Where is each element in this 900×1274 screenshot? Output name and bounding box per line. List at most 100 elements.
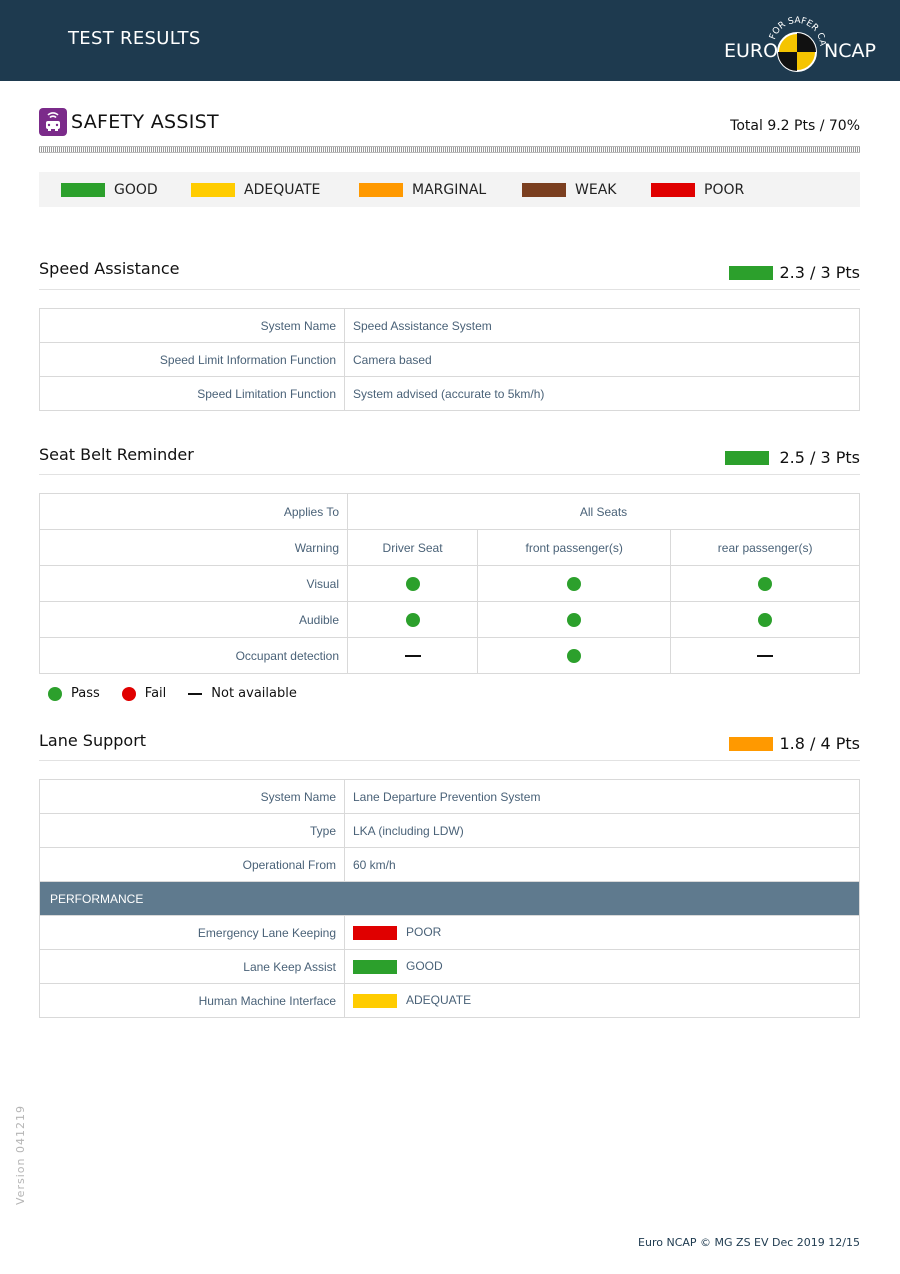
dash-icon xyxy=(188,692,203,695)
lane-support-table: System Name Lane Departure Prevention Sys… xyxy=(39,779,860,1018)
rating-cell: ADEQUATE xyxy=(344,983,860,1018)
row-label: Lane Keep Assist xyxy=(39,949,345,984)
row-value: 60 km/h xyxy=(344,847,860,882)
version-label: Version 041219 xyxy=(14,1105,27,1205)
performance-header-row: PERFORMANCE xyxy=(39,881,860,916)
logo-emblem: FOR SAFER CARS xyxy=(768,8,826,72)
row-value: Camera based xyxy=(344,342,860,377)
row-label: Operational From xyxy=(39,847,345,882)
fail-dot-icon xyxy=(121,686,136,701)
table-row: Human Machine Interface ADEQUATE xyxy=(39,983,860,1018)
rating-legend: GOOD ADEQUATE MARGINAL WEAK POOR xyxy=(39,172,860,207)
row-label: System Name xyxy=(39,779,345,814)
table-row: Occupant detection xyxy=(39,637,860,674)
rating-swatch xyxy=(353,993,397,1008)
rating-text: POOR xyxy=(406,925,442,940)
speed-assistance-score: 2.3 / 3 Pts xyxy=(729,263,860,282)
pass-dot-icon xyxy=(758,612,773,627)
row-value: System advised (accurate to 5km/h) xyxy=(344,376,860,411)
section-title: SAFETY ASSIST xyxy=(71,111,219,133)
pass-dot-icon xyxy=(405,576,420,591)
row-value: Speed Assistance System xyxy=(344,308,860,343)
rating-cell: POOR xyxy=(344,915,860,950)
status-cell xyxy=(670,601,860,638)
table-row: Type LKA (including LDW) xyxy=(39,813,860,848)
car-sensor-icon xyxy=(39,108,67,136)
row-value: LKA (including LDW) xyxy=(344,813,860,848)
lane-support-title: Lane Support xyxy=(39,731,147,750)
legend-pass: Pass xyxy=(48,686,100,701)
header-bar: TEST RESULTS FOR SAFER CARS EURO NCAP xyxy=(0,0,900,81)
status-cell xyxy=(670,565,860,602)
status-cell xyxy=(477,601,672,638)
row-label: System Name xyxy=(39,308,345,343)
pass-dot-icon xyxy=(567,576,582,591)
column-header: Driver Seat xyxy=(346,529,479,566)
speed-assistance-title: Speed Assistance xyxy=(39,259,180,278)
status-cell xyxy=(346,601,479,638)
pass-dot-icon xyxy=(405,612,420,627)
section-total: Total 9.2 Pts / 70% xyxy=(730,118,860,134)
row-label: Type xyxy=(39,813,345,848)
applies-to-label: Applies To xyxy=(39,493,348,530)
legend-fail: Fail xyxy=(121,686,166,701)
divider xyxy=(39,474,860,475)
seat-belt-score: 2.5 / 3 Pts xyxy=(725,448,860,467)
table-row: Audible xyxy=(39,601,860,638)
row-label: Audible xyxy=(39,601,348,638)
status-cell xyxy=(670,637,860,674)
status-cell xyxy=(346,637,479,674)
column-header: front passenger(s) xyxy=(477,529,672,566)
table-row: Speed Limitation Function System advised … xyxy=(39,376,860,411)
dash-icon xyxy=(757,655,774,658)
warning-label: Warning xyxy=(39,529,348,566)
speed-assistance-table: System Name Speed Assistance System Speed… xyxy=(39,308,860,411)
pass-dot-icon xyxy=(567,612,582,627)
header-title: TEST RESULTS xyxy=(68,28,201,49)
status-legend: Pass Fail Not available xyxy=(48,686,319,701)
legend-na: Not available xyxy=(188,686,297,701)
table-row: Visual xyxy=(39,565,860,602)
pass-dot-icon xyxy=(758,576,773,591)
legend-adequate: ADEQUATE xyxy=(191,172,320,207)
table-row: Warning Driver Seat front passenger(s) r… xyxy=(39,529,860,566)
row-value: Lane Departure Prevention System xyxy=(344,779,860,814)
row-label: Speed Limitation Function xyxy=(39,376,345,411)
rating-swatch xyxy=(353,959,397,974)
rating-cell: GOOD xyxy=(344,949,860,984)
status-cell xyxy=(477,637,672,674)
status-cell xyxy=(346,565,479,602)
legend-good: GOOD xyxy=(61,172,158,207)
pass-dot-icon xyxy=(567,648,582,663)
logo-euro-text: EURO xyxy=(724,40,779,62)
seat-belt-table: Applies To All Seats Warning Driver Seat… xyxy=(39,493,860,674)
column-header: rear passenger(s) xyxy=(670,529,860,566)
page-footer: Euro NCAP © MG ZS EV Dec 2019 12/15 xyxy=(638,1236,860,1249)
seat-belt-title: Seat Belt Reminder xyxy=(39,445,194,464)
pass-dot-icon xyxy=(48,686,62,701)
table-row: Lane Keep Assist GOOD xyxy=(39,949,860,984)
logo-ncap-text: NCAP xyxy=(824,40,876,62)
row-label: Emergency Lane Keeping xyxy=(39,915,345,950)
section-divider xyxy=(39,146,860,153)
table-row: Emergency Lane Keeping POOR xyxy=(39,915,860,950)
table-row: System Name Speed Assistance System xyxy=(39,308,860,343)
legend-weak: WEAK xyxy=(522,172,616,207)
status-cell xyxy=(477,565,672,602)
rating-swatch xyxy=(353,925,397,940)
legend-marginal: MARGINAL xyxy=(359,172,486,207)
performance-header: PERFORMANCE xyxy=(39,881,860,916)
rating-text: GOOD xyxy=(406,959,443,974)
row-label: Visual xyxy=(39,565,348,602)
dash-icon xyxy=(404,655,421,658)
table-row: System Name Lane Departure Prevention Sys… xyxy=(39,779,860,814)
lane-support-score: 1.8 / 4 Pts xyxy=(729,734,860,753)
row-label: Occupant detection xyxy=(39,637,348,674)
row-label: Human Machine Interface xyxy=(39,983,345,1018)
row-label: Speed Limit Information Function xyxy=(39,342,345,377)
rating-text: ADEQUATE xyxy=(406,993,472,1008)
applies-to-value: All Seats xyxy=(347,493,860,530)
divider xyxy=(39,289,860,290)
legend-poor: POOR xyxy=(651,172,744,207)
divider xyxy=(39,760,860,761)
